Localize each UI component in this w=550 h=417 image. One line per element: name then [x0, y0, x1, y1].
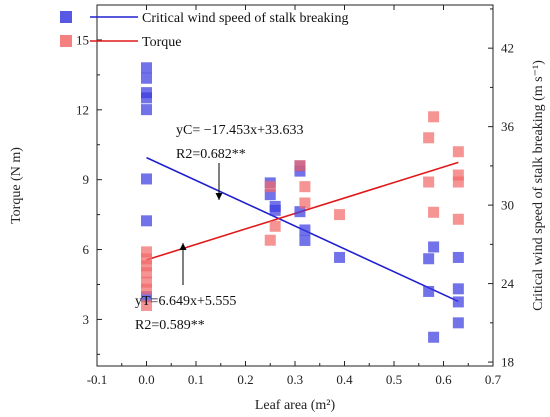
wind-speed-point	[452, 296, 464, 308]
y-left-tick-label: 3	[83, 312, 90, 327]
torque-point	[452, 176, 464, 188]
wind-speed-point	[141, 92, 152, 104]
torque-point	[269, 220, 281, 232]
torque-point	[141, 299, 152, 311]
y-right-tick-label: 18	[501, 355, 514, 370]
torque-point	[452, 169, 464, 181]
wind-speed-point	[334, 251, 346, 263]
data-points	[141, 62, 464, 343]
wind-speed-r2: R2=0.682**	[176, 147, 246, 162]
x-tick-label: 0.4	[336, 372, 353, 387]
wind-speed-point	[299, 234, 311, 246]
torque-point	[264, 234, 276, 246]
y-left-axis-title: Torque (N m)	[9, 147, 24, 224]
wind-speed-point	[294, 206, 306, 218]
torque-point	[452, 146, 464, 158]
wind-speed-equation: yC= −17.453x+33.633	[176, 123, 304, 138]
torque-legend-label: Torque	[142, 35, 181, 50]
wind-speed-point	[452, 251, 464, 263]
wind-speed-point	[299, 224, 311, 236]
wind-speed-point	[428, 331, 440, 343]
wind-speed-point	[141, 72, 152, 84]
y-right-tick-label: 42	[501, 41, 514, 56]
torque-point	[294, 160, 306, 172]
wind-speed-legend-marker	[60, 11, 72, 23]
torque-legend-marker	[60, 35, 72, 47]
y-right-axis-title: Critical wind speed of stalk breaking (m…	[531, 60, 546, 311]
torque-arrow-head	[179, 243, 187, 250]
torque-point	[423, 132, 435, 144]
y-right-tick-label: 30	[501, 198, 514, 213]
torque-point	[264, 181, 276, 193]
torque-point	[141, 260, 152, 272]
wind-speed-point	[141, 291, 152, 303]
wind-speed-point	[141, 104, 152, 116]
torque-point	[299, 181, 311, 193]
y-right-tick-label: 36	[501, 119, 515, 134]
torque-point	[299, 197, 311, 209]
wind-speed-point	[264, 189, 276, 201]
torque-point	[141, 246, 152, 258]
wind-speed-point	[423, 253, 435, 265]
axes: -0.1 0.0 0.1 0.2 0.3 0.4 0.5 0.6 0.7369121518243…	[9, 4, 546, 413]
x-tick-label: 0.3	[287, 372, 303, 387]
x-axis-title: Leaf area (m²)	[255, 398, 336, 413]
x-tick-label: 0.6	[435, 372, 452, 387]
torque-point	[428, 111, 440, 123]
x-tick-label: 0.2	[237, 372, 253, 387]
wind-speed-point	[452, 317, 464, 329]
torque-point	[428, 206, 440, 218]
x-tick-label: 0.1	[188, 372, 204, 387]
x-tick-label: 0.7	[485, 372, 502, 387]
torque-point	[452, 213, 464, 225]
wind-speed-arrow-head	[215, 193, 223, 200]
legend: Critical wind speed of stalk breaking Tor…	[60, 11, 348, 50]
wind-speed-point	[428, 241, 440, 253]
wind-speed-point	[423, 285, 435, 297]
wind-speed-point	[141, 173, 152, 185]
x-tick-label: -0.1	[87, 372, 108, 387]
y-left-tick-label: 6	[83, 242, 90, 257]
x-tick-label: 0.0	[138, 372, 154, 387]
wind-speed-point	[269, 204, 281, 216]
wind-speed-point	[452, 283, 464, 295]
torque-equation: yT=6.649x+5.555	[135, 294, 236, 309]
annotations: yC= −17.453x+33.633 R2=0.682** yT=6.649x+5…	[135, 123, 304, 333]
wind-speed-point	[141, 62, 152, 74]
torque-point	[141, 267, 152, 279]
x-tick-label: 0.5	[386, 372, 402, 387]
wind-speed-legend-label: Critical wind speed of stalk breaking	[142, 11, 348, 26]
wind-speed-point	[141, 215, 152, 227]
y-right-tick-label: 24	[501, 276, 515, 291]
torque-r2: R2=0.589**	[135, 318, 205, 333]
torque-point	[141, 253, 152, 265]
torque-point	[334, 209, 346, 221]
torque-point	[141, 283, 152, 295]
torque-point	[423, 176, 435, 188]
y-left-tick-label: 15	[76, 32, 89, 47]
torque-point	[141, 276, 152, 288]
y-left-tick-label: 12	[76, 102, 89, 117]
y-left-tick-label: 9	[83, 172, 90, 187]
